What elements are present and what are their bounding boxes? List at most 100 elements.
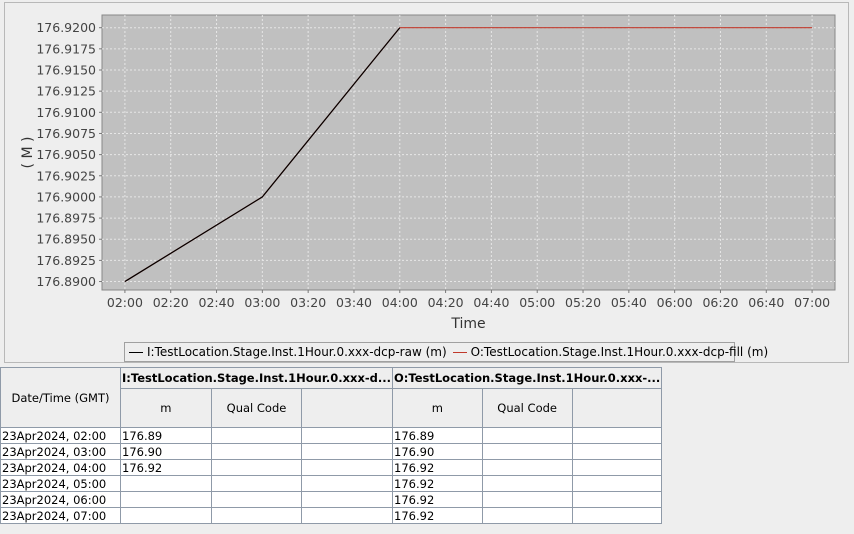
input-extra-cell[interactable]: [301, 427, 394, 444]
output-value-cell[interactable]: 176.92: [392, 475, 483, 492]
input-qual-cell[interactable]: [210, 427, 303, 444]
y-tick-label: 176.9150: [36, 63, 96, 78]
legend-label-fill: O:TestLocation.Stage.Inst.1Hour.0.xxx-dc…: [470, 345, 769, 359]
input-extra-cell[interactable]: [301, 475, 394, 492]
output-extra-cell[interactable]: [571, 507, 663, 524]
input-extra-cell[interactable]: [301, 507, 394, 524]
input-value-cell[interactable]: 176.90: [120, 443, 212, 460]
y-tick-label: 176.8975: [36, 211, 96, 226]
x-tick-label: 06:20: [702, 295, 738, 310]
datetime-cell[interactable]: 23Apr2024, 07:00: [0, 507, 121, 524]
input-value-cell[interactable]: [120, 475, 212, 492]
output-extra-cell[interactable]: [571, 475, 663, 492]
data-table: Date/Time (GMT) I:TestLocation.Stage.Ins…: [0, 367, 663, 524]
datetime-column-header[interactable]: Date/Time (GMT): [0, 367, 121, 428]
output-value-cell[interactable]: 176.92: [392, 491, 483, 508]
output-qual-cell[interactable]: [481, 491, 573, 508]
input-extra-cell[interactable]: [301, 491, 394, 508]
legend-item-fill: O:TestLocation.Stage.Inst.1Hour.0.xxx-dc…: [452, 345, 769, 359]
input-qual-cell[interactable]: [210, 475, 303, 492]
x-tick-label: 04:40: [473, 295, 509, 310]
raw-series-line: [124, 27, 401, 283]
input-value-cell[interactable]: 176.89: [120, 427, 212, 444]
input-qual-code-header[interactable]: Qual Code: [210, 388, 303, 428]
table-row[interactable]: 23Apr2024, 03:00 176.90 176.90: [0, 443, 663, 460]
output-value-cell[interactable]: 176.92: [392, 459, 483, 476]
legend-swatch-fill: [452, 351, 467, 353]
datetime-cell[interactable]: 23Apr2024, 06:00: [0, 491, 121, 508]
x-tick-label: 02:20: [153, 295, 189, 310]
output-value-cell[interactable]: 176.90: [392, 443, 483, 460]
x-tick-label: 05:20: [565, 295, 601, 310]
output-qual-cell[interactable]: [481, 507, 573, 524]
input-extra-cell[interactable]: [301, 443, 394, 460]
x-tick-label: 07:00: [794, 295, 830, 310]
x-tick-label: 02:40: [199, 295, 235, 310]
legend-item-raw: I:TestLocation.Stage.Inst.1Hour.0.xxx-dc…: [129, 345, 447, 359]
table-row[interactable]: 23Apr2024, 06:00 176.92: [0, 491, 663, 508]
input-extra-cell[interactable]: [301, 459, 394, 476]
output-value-cell[interactable]: 176.92: [392, 507, 483, 524]
output-qual-cell[interactable]: [481, 475, 573, 492]
input-qual-cell[interactable]: [210, 507, 303, 524]
y-tick-label: 176.9175: [36, 41, 96, 56]
output-unit-header[interactable]: m: [392, 388, 483, 428]
y-tick-label: 176.8950: [36, 232, 96, 247]
output-series-column-header[interactable]: O:TestLocation.Stage.Inst.1Hour.0.xxx-..…: [392, 367, 663, 389]
x-tick-label: 03:00: [244, 295, 280, 310]
output-extra-header[interactable]: [571, 388, 663, 428]
datetime-cell[interactable]: 23Apr2024, 05:00: [0, 475, 121, 492]
input-value-cell[interactable]: [120, 491, 212, 508]
x-tick-label: 02:00: [107, 295, 143, 310]
x-tick-label: 05:00: [519, 295, 555, 310]
y-tick-label: 176.9100: [36, 105, 96, 120]
x-axis-label: Time: [450, 316, 485, 332]
output-extra-cell[interactable]: [571, 491, 663, 508]
input-qual-cell[interactable]: [210, 443, 303, 460]
input-qual-cell[interactable]: [210, 459, 303, 476]
legend-swatch-raw: [129, 351, 143, 353]
data-table-area: Date/Time (GMT) I:TestLocation.Stage.Ins…: [0, 367, 854, 534]
y-tick-label: 176.8925: [36, 253, 96, 268]
y-tick-label: 176.8900: [36, 274, 96, 289]
table-row[interactable]: 23Apr2024, 07:00 176.92: [0, 507, 663, 524]
output-qual-cell[interactable]: [481, 443, 573, 460]
output-qual-code-header[interactable]: Qual Code: [481, 388, 573, 428]
y-tick-label: 176.9125: [36, 84, 96, 99]
y-axis-label: ( M ): [20, 137, 36, 169]
input-value-cell[interactable]: 176.92: [120, 459, 212, 476]
x-tick-label: 03:20: [290, 295, 326, 310]
x-tick-label: 04:20: [428, 295, 464, 310]
datetime-cell[interactable]: 23Apr2024, 03:00: [0, 443, 121, 460]
datetime-cell[interactable]: 23Apr2024, 02:00: [0, 427, 121, 444]
input-extra-header[interactable]: [301, 388, 394, 428]
output-value-cell[interactable]: 176.89: [392, 427, 483, 444]
input-unit-header[interactable]: m: [120, 388, 212, 428]
x-tick-label: 03:40: [336, 295, 372, 310]
output-qual-cell[interactable]: [481, 459, 573, 476]
datetime-cell[interactable]: 23Apr2024, 04:00: [0, 459, 121, 476]
x-tick-label: 05:40: [611, 295, 647, 310]
table-row[interactable]: 23Apr2024, 05:00 176.92: [0, 475, 663, 492]
table-body: 23Apr2024, 02:00 176.89 176.89 23Apr2024…: [0, 427, 663, 524]
input-value-cell[interactable]: [120, 507, 212, 524]
table-row[interactable]: 23Apr2024, 02:00 176.89 176.89: [0, 427, 663, 444]
y-tick-label: 176.9000: [36, 189, 96, 204]
y-tick-label: 176.9075: [36, 126, 96, 141]
output-extra-cell[interactable]: [571, 443, 663, 460]
chart-legend: I:TestLocation.Stage.Inst.1Hour.0.xxx-dc…: [124, 342, 768, 362]
input-qual-cell[interactable]: [210, 491, 303, 508]
x-tick-label: 06:00: [657, 295, 693, 310]
output-qual-cell[interactable]: [481, 427, 573, 444]
y-tick-label: 176.9050: [36, 147, 96, 162]
y-tick-label: 176.9200: [36, 20, 96, 35]
x-tick-label: 06:40: [748, 295, 784, 310]
table-row[interactable]: 23Apr2024, 04:00 176.92 176.92: [0, 459, 663, 476]
y-tick-label: 176.9025: [36, 168, 96, 183]
output-extra-cell[interactable]: [571, 427, 663, 444]
plot-background: [101, 14, 836, 291]
legend-label-raw: I:TestLocation.Stage.Inst.1Hour.0.xxx-dc…: [147, 345, 447, 359]
x-tick-label: 04:00: [382, 295, 418, 310]
input-series-column-header[interactable]: I:TestLocation.Stage.Inst.1Hour.0.xxx-d.…: [119, 367, 394, 389]
output-extra-cell[interactable]: [571, 459, 663, 476]
